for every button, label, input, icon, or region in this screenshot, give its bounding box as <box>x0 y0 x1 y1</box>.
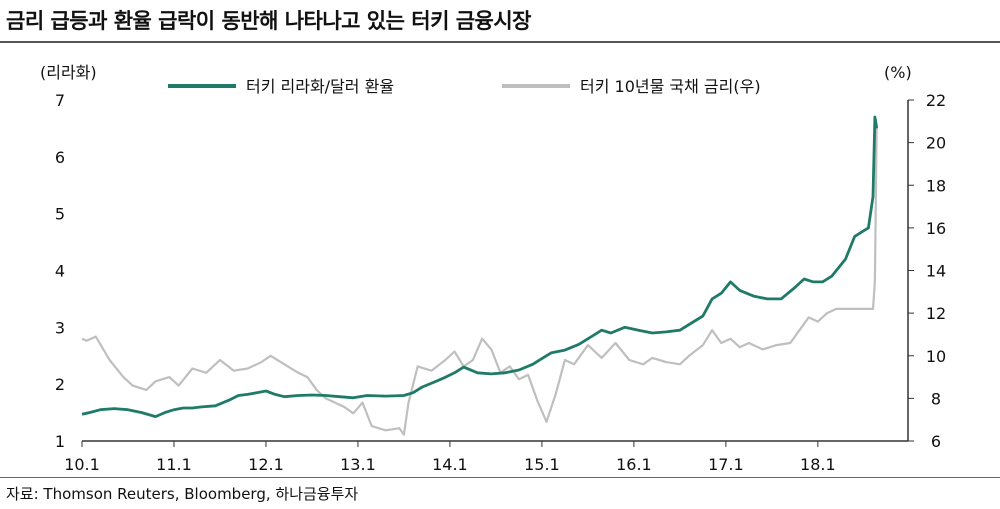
right-tick-label: 16 <box>926 219 946 238</box>
x-tick-label: 17.1 <box>708 455 744 474</box>
x-tick-label: 15.1 <box>524 455 560 474</box>
left-tick-label: 1 <box>55 432 65 451</box>
left-axis-unit: (리라화) <box>40 63 97 82</box>
right-tick-label: 10 <box>926 347 946 366</box>
x-tick-label: 16.1 <box>616 455 652 474</box>
right-tick-label: 6 <box>931 432 941 451</box>
title-divider <box>0 41 1000 43</box>
left-tick-label: 6 <box>55 148 65 167</box>
x-tick-label: 13.1 <box>340 455 376 474</box>
exchange-rate-line <box>81 115 879 418</box>
left-tick-label: 4 <box>55 262 65 281</box>
right-tick-label: 22 <box>926 91 946 110</box>
source-divider <box>0 477 1000 478</box>
right-tick-label: 12 <box>926 304 946 323</box>
right-tick-label: 20 <box>926 134 946 153</box>
left-tick-label: 5 <box>55 205 65 224</box>
legend-label-bond-yield: 터키 10년물 국채 금리(우) <box>580 77 761 96</box>
legend-label-exchange-rate: 터키 리라화/달러 환율 <box>246 77 394 96</box>
right-tick-label: 8 <box>931 389 941 408</box>
x-tick-label: 18.1 <box>800 455 836 474</box>
left-tick-label: 3 <box>55 318 65 337</box>
x-tick-label: 10.1 <box>64 455 100 474</box>
right-tick-label: 18 <box>926 176 946 195</box>
x-tick-label: 12.1 <box>248 455 284 474</box>
x-tick-label: 14.1 <box>432 455 468 474</box>
left-tick-label: 2 <box>55 375 65 394</box>
left-tick-label: 7 <box>55 91 65 110</box>
chart-title: 금리 급등과 환율 급락이 동반해 나타나고 있는 터키 금융시장 <box>6 9 532 33</box>
x-tick-label: 11.1 <box>156 455 192 474</box>
right-axis-unit: (%) <box>884 63 912 82</box>
bond-yield-line <box>81 123 878 436</box>
right-tick-label: 14 <box>926 262 946 281</box>
source-note: 자료: Thomson Reuters, Bloomberg, 하나금융투자 <box>6 485 359 503</box>
